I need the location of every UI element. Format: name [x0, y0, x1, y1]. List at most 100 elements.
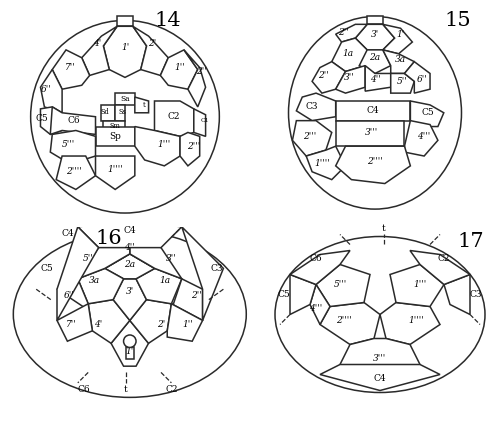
Text: Sd: Sd — [101, 108, 110, 116]
Polygon shape — [316, 264, 370, 307]
Text: 1''': 1''' — [158, 140, 171, 149]
Text: Sm: Sm — [110, 122, 120, 129]
Text: C5: C5 — [278, 290, 290, 299]
Polygon shape — [184, 50, 206, 107]
Text: C2: C2 — [438, 254, 450, 263]
Text: C4: C4 — [61, 229, 74, 238]
Polygon shape — [102, 105, 115, 121]
Polygon shape — [380, 302, 440, 344]
Polygon shape — [336, 101, 410, 121]
Text: 4'': 4'' — [370, 75, 380, 84]
Text: C3: C3 — [211, 264, 224, 273]
Text: 3''': 3''' — [374, 354, 386, 363]
Text: 3'': 3'' — [344, 73, 355, 82]
Text: 2'': 2'' — [196, 67, 207, 76]
Polygon shape — [336, 25, 367, 42]
Text: 2a: 2a — [124, 260, 136, 269]
Text: 3''': 3''' — [364, 128, 378, 137]
Polygon shape — [320, 365, 440, 390]
Circle shape — [124, 335, 136, 347]
Polygon shape — [310, 285, 330, 325]
Text: 6'': 6'' — [64, 291, 75, 300]
Polygon shape — [113, 279, 146, 320]
Text: 17: 17 — [458, 232, 484, 252]
Ellipse shape — [14, 231, 246, 397]
Text: 1'': 1'' — [174, 63, 186, 72]
Text: 3': 3' — [371, 30, 379, 39]
Text: C2: C2 — [165, 384, 177, 393]
Text: 7'': 7'' — [66, 320, 77, 329]
Text: C5: C5 — [422, 108, 434, 117]
Polygon shape — [52, 50, 90, 89]
Text: 5'': 5'' — [397, 77, 408, 86]
Polygon shape — [444, 274, 470, 314]
Polygon shape — [365, 66, 390, 91]
Polygon shape — [367, 16, 383, 25]
Polygon shape — [194, 109, 205, 136]
Text: C3: C3 — [306, 102, 318, 111]
Polygon shape — [133, 26, 168, 75]
Polygon shape — [135, 97, 148, 113]
Polygon shape — [98, 237, 161, 268]
Text: 2'''': 2'''' — [336, 316, 352, 325]
Polygon shape — [130, 237, 182, 279]
Text: 2a: 2a — [370, 53, 380, 62]
Polygon shape — [96, 156, 135, 190]
Text: C4: C4 — [374, 374, 386, 383]
Polygon shape — [136, 268, 182, 304]
Text: Sp: Sp — [109, 132, 121, 141]
Text: 16: 16 — [96, 229, 122, 248]
Polygon shape — [167, 304, 202, 341]
Polygon shape — [50, 130, 96, 164]
Text: C6: C6 — [78, 384, 90, 393]
Polygon shape — [154, 101, 194, 136]
Text: Ss: Ss — [118, 108, 126, 116]
Text: 2'': 2'' — [318, 71, 330, 80]
Text: 6'': 6'' — [417, 75, 428, 84]
Text: C6: C6 — [310, 254, 322, 263]
Polygon shape — [130, 300, 172, 343]
Polygon shape — [290, 274, 316, 314]
Polygon shape — [135, 126, 180, 166]
Text: 1': 1' — [121, 43, 129, 52]
Text: 7'': 7'' — [64, 63, 76, 72]
Polygon shape — [126, 347, 134, 359]
Polygon shape — [117, 16, 133, 26]
Text: 4''': 4''' — [418, 132, 431, 141]
Polygon shape — [290, 251, 350, 285]
Text: 2'''': 2'''' — [367, 157, 383, 166]
Text: C5: C5 — [40, 264, 53, 273]
Polygon shape — [96, 126, 135, 146]
Polygon shape — [160, 50, 198, 89]
Polygon shape — [383, 50, 414, 74]
Polygon shape — [78, 237, 130, 279]
Polygon shape — [50, 107, 96, 135]
Text: 1'': 1'' — [182, 320, 194, 329]
Ellipse shape — [30, 20, 220, 213]
Polygon shape — [182, 227, 224, 320]
Text: 4''': 4''' — [310, 304, 322, 313]
Text: 2': 2' — [148, 40, 156, 49]
Text: C3: C3 — [470, 290, 482, 299]
Text: 4'': 4'' — [124, 243, 135, 252]
Polygon shape — [356, 25, 395, 50]
Polygon shape — [115, 93, 135, 105]
Text: 15: 15 — [444, 11, 471, 30]
Text: 1'''': 1'''' — [314, 160, 330, 169]
Text: 3a: 3a — [89, 276, 100, 286]
Text: C6: C6 — [68, 116, 80, 125]
Text: 14: 14 — [155, 11, 182, 30]
Polygon shape — [40, 107, 62, 135]
Polygon shape — [82, 26, 117, 75]
Text: 1''': 1''' — [414, 280, 426, 289]
Polygon shape — [56, 156, 96, 190]
Text: C1: C1 — [200, 118, 209, 123]
Text: 2'': 2'' — [338, 28, 349, 37]
Polygon shape — [180, 132, 200, 166]
Polygon shape — [57, 227, 98, 320]
Polygon shape — [404, 121, 438, 156]
Polygon shape — [111, 320, 148, 366]
Text: 2'''': 2'''' — [66, 167, 82, 176]
Text: 3'': 3'' — [166, 254, 177, 263]
Text: 1'''': 1'''' — [408, 316, 424, 325]
